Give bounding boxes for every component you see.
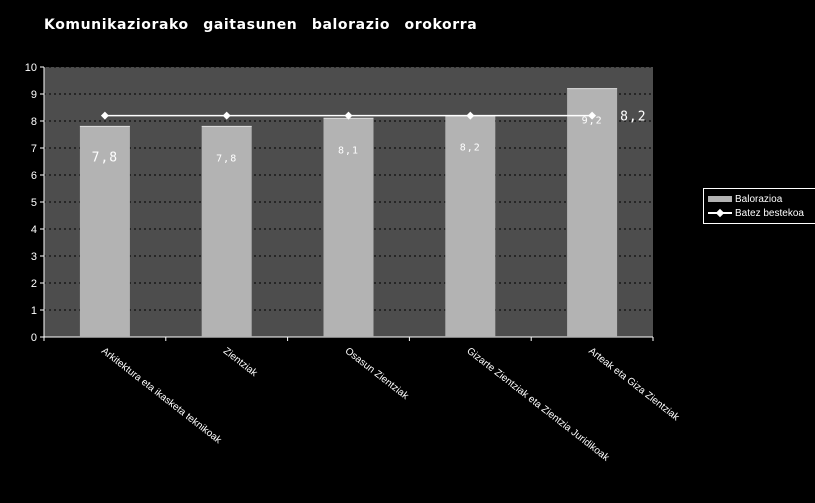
average-end-label: 8,2 <box>620 110 646 125</box>
x-category-label: Arteak eta Giza Zientziak <box>586 346 682 424</box>
average-point <box>100 111 109 120</box>
y-tick-label: 7 <box>31 143 37 155</box>
legend-bar-swatch <box>708 196 732 202</box>
x-category-label: Gizarte Zientziak eta Zientzia Juridikoa… <box>464 346 611 464</box>
y-tick-label: 3 <box>31 251 37 263</box>
bar-data-label: 8,2 <box>460 143 481 154</box>
legend-item-bar: Balorazioa <box>708 192 782 206</box>
legend: Balorazioa Batez bestekoa <box>703 188 815 224</box>
y-tick-label: 2 <box>31 278 37 290</box>
bar-data-label: 8,1 <box>338 145 359 156</box>
y-tick-label: 4 <box>31 224 37 236</box>
x-category-label: Osasun Zientziak <box>343 346 411 403</box>
legend-item-line: Batez bestekoa <box>708 206 804 220</box>
average-point <box>344 111 353 120</box>
y-tick-label: 5 <box>31 197 37 209</box>
y-tick-label: 1 <box>31 305 37 317</box>
bar <box>79 126 130 338</box>
bar-data-label: 7,8 <box>92 150 118 165</box>
legend-label-line: Batez bestekoa <box>735 207 804 219</box>
legend-label-bar: Balorazioa <box>735 193 783 205</box>
bar-data-label: 7,8 <box>216 153 237 164</box>
bar-data-label: 9,2 <box>582 116 603 127</box>
average-point <box>222 111 231 120</box>
legend-line-swatch <box>708 208 732 218</box>
y-tick-label: 9 <box>31 89 37 101</box>
chart-title: Komunikaziorako gaitasunen balorazio oro… <box>44 17 478 33</box>
x-category-label: Zientziak <box>221 346 260 380</box>
x-category-label: Arkitektura eta ikasketa teknikoak <box>99 346 224 447</box>
average-point <box>466 111 475 120</box>
y-tick-label: 6 <box>31 170 37 182</box>
bar <box>445 115 496 337</box>
y-tick-label: 0 <box>31 332 37 344</box>
bar <box>567 88 618 337</box>
y-tick-label: 10 <box>25 62 37 74</box>
average-point <box>588 111 597 120</box>
bar <box>201 126 252 338</box>
bar <box>323 118 374 337</box>
y-tick-label: 8 <box>31 116 37 128</box>
